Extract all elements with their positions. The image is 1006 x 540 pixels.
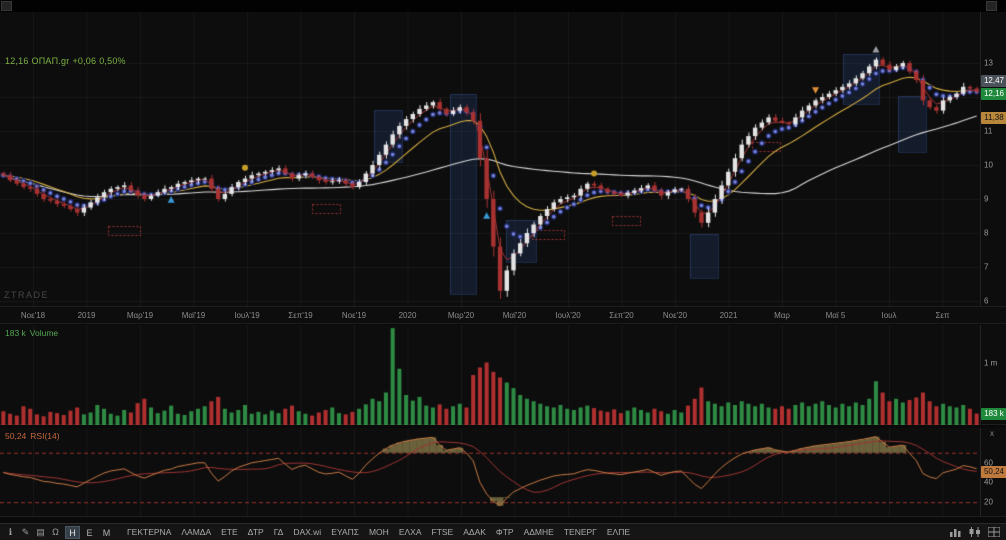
indicator-close-icon[interactable]: x bbox=[990, 429, 994, 438]
timeframe-buttons: ΗΕΜ bbox=[63, 526, 114, 539]
time-axis-label: Νοε'18 bbox=[21, 311, 45, 320]
last-price-badge: 12,16 bbox=[981, 88, 1006, 100]
price-tick-label: 11 bbox=[984, 127, 992, 136]
time-axis-label: Σεπ bbox=[935, 311, 949, 320]
price-tick-label: 7 bbox=[984, 263, 988, 272]
ticker-item-DAX.wi[interactable]: DAX.wi bbox=[288, 527, 326, 537]
rsi-panel: 50,24RSI(14) x 60402050,24 bbox=[0, 428, 1006, 517]
time-axis-label: 2020 bbox=[399, 311, 417, 320]
histogram-icon[interactable] bbox=[950, 527, 962, 537]
time-axis-label: Ιουλ'20 bbox=[555, 311, 580, 320]
ticker-list: ΓΕΚΤΕΡΝΑΛΑΜΔΑΕΤΕΔΤΡΓΔDAX.wiΕΥΑΠΣΜΟΗΕΛΧΑF… bbox=[122, 527, 635, 537]
chart-style-icons bbox=[950, 527, 1003, 537]
ticker-item-ΛΑΜΔΑ[interactable]: ΛΑΜΔΑ bbox=[176, 527, 216, 537]
last-price: 12,16 bbox=[5, 56, 29, 66]
time-axis-label: Σεπ'19 bbox=[288, 311, 312, 320]
rsi-value-badge: 50,24 bbox=[981, 466, 1006, 478]
volume-value-badge: 183 k bbox=[981, 408, 1006, 420]
time-axis-label: Νοε'20 bbox=[663, 311, 687, 320]
time-axis-label: Ιουλ'19 bbox=[234, 311, 259, 320]
price-chart-panel: 12,16ΟΠΑΠ.gr+0,060,50% ZTRADE 1312111098… bbox=[0, 12, 1006, 307]
ticker-item-ΕΥΑΠΣ[interactable]: ΕΥΑΠΣ bbox=[326, 527, 364, 537]
price-tick-label: 13 bbox=[984, 59, 993, 68]
ticker-item-ΑΔΑΚ[interactable]: ΑΔΑΚ bbox=[458, 527, 491, 537]
ticker-item-FTSE[interactable]: FTSE bbox=[427, 527, 459, 537]
candlestick-icon[interactable] bbox=[969, 527, 981, 537]
time-axis-label: Μαρ'19 bbox=[127, 311, 153, 320]
timeframe-button-Ε[interactable]: Ε bbox=[82, 526, 97, 539]
timeframe-button-Η[interactable]: Η bbox=[65, 526, 80, 539]
ticker-item-ΑΔΜΗΕ[interactable]: ΑΔΜΗΕ bbox=[519, 527, 559, 537]
indicators-icon[interactable]: ▤ bbox=[33, 527, 48, 538]
price-tick-label: 6 bbox=[984, 297, 988, 306]
window-options-button[interactable] bbox=[986, 1, 997, 11]
ticker-item-ΕΛΧΑ[interactable]: ΕΛΧΑ bbox=[394, 527, 427, 537]
volume-value: 183 k bbox=[5, 328, 26, 338]
price-tick-label: 8 bbox=[984, 229, 988, 238]
volume-indicator-label: 183 k Volume bbox=[5, 328, 58, 338]
grid-layout-icon[interactable] bbox=[988, 527, 1000, 537]
ticker-item-ΔΤΡ[interactable]: ΔΤΡ bbox=[243, 527, 269, 537]
price-chart-canvas[interactable] bbox=[0, 12, 980, 307]
time-axis-label: Μαρ bbox=[774, 311, 790, 320]
rsi-tick-label: 40 bbox=[984, 478, 993, 487]
ticker-item-ΓΕΚΤΕΡΝΑ[interactable]: ΓΕΚΤΕΡΝΑ bbox=[122, 527, 176, 537]
ztrade-watermark: ZTRADE bbox=[4, 290, 49, 300]
time-axis-label: Ιουλ bbox=[881, 311, 896, 320]
rsi-indicator-label: 50,24 RSI(14) bbox=[5, 431, 60, 441]
price-change-percent: 0,50% bbox=[99, 56, 126, 66]
rsi-chart-canvas[interactable] bbox=[0, 428, 980, 517]
time-axis-label: Νοε'19 bbox=[342, 311, 366, 320]
symbol-name: ΟΠΑΠ.gr bbox=[32, 56, 70, 66]
ticker-item-ΕΛΠΕ[interactable]: ΕΛΠΕ bbox=[602, 527, 635, 537]
indicator-value-badge: 12,47 bbox=[981, 75, 1006, 87]
ticker-item-ΦΤΡ[interactable]: ΦΤΡ bbox=[491, 527, 519, 537]
time-axis-label: 2019 bbox=[78, 311, 96, 320]
price-tick-label: 10 bbox=[984, 161, 993, 170]
info-icon[interactable]: ℹ bbox=[3, 527, 18, 538]
draw-pencil-icon[interactable]: ✎ bbox=[18, 527, 33, 538]
time-axis-label: Μαϊ'20 bbox=[503, 311, 527, 320]
price-tick-label: 9 bbox=[984, 195, 988, 204]
volume-axis[interactable]: 1 m 183 k bbox=[980, 325, 1006, 424]
trading-application: 12,16ΟΠΑΠ.gr+0,060,50% ZTRADE 1312111098… bbox=[0, 0, 1006, 540]
bottom-toolbar: ℹ ✎ ▤ Ω ΗΕΜ ΓΕΚΤΕΡΝΑΛΑΜΔΑΕΤΕΔΤΡΓΔDAX.wiΕ… bbox=[0, 523, 1006, 540]
time-axis-label: Σεπ'20 bbox=[609, 311, 633, 320]
time-axis-label: Μαϊ'19 bbox=[182, 311, 206, 320]
price-change: +0,06 bbox=[72, 56, 96, 66]
timeframe-button-Μ[interactable]: Μ bbox=[99, 526, 114, 539]
volume-tick-label: 1 m bbox=[984, 358, 997, 367]
time-axis[interactable]: Νοε'18 2019 Μαρ'19 Μαϊ'19 Ιουλ'19 Σεπ'19 Νοε'1… bbox=[0, 307, 1006, 324]
window-topbar bbox=[0, 0, 1006, 12]
rsi-axis[interactable]: x 60402050,24 bbox=[980, 428, 1006, 516]
omega-icon[interactable]: Ω bbox=[48, 527, 63, 537]
symbol-quote-label: 12,16ΟΠΑΠ.gr+0,060,50% bbox=[5, 56, 129, 66]
price-axis[interactable]: 13121110987612,4712,1611,38 bbox=[980, 12, 1006, 306]
volume-chart-canvas[interactable] bbox=[0, 325, 980, 425]
ticker-item-ΜΟΗ[interactable]: ΜΟΗ bbox=[364, 527, 394, 537]
ticker-item-ΓΔ[interactable]: ΓΔ bbox=[269, 527, 289, 537]
ticker-item-ΤΕΝΕΡΓ[interactable]: ΤΕΝΕΡΓ bbox=[559, 527, 602, 537]
volume-panel: 183 k Volume 1 m 183 k bbox=[0, 325, 1006, 425]
time-axis-label: Μαρ'20 bbox=[448, 311, 474, 320]
rsi-name: RSI(14) bbox=[30, 431, 59, 441]
ticker-item-ΕΤΕ[interactable]: ΕΤΕ bbox=[216, 527, 243, 537]
indicator-value-badge: 11,38 bbox=[981, 112, 1006, 124]
menu-button[interactable] bbox=[1, 1, 12, 11]
rsi-value: 50,24 bbox=[5, 431, 26, 441]
rsi-tick-label: 20 bbox=[984, 498, 993, 507]
time-axis-label: Μαϊ 5 bbox=[826, 311, 846, 320]
time-axis-label: 2021 bbox=[720, 311, 738, 320]
volume-name: Volume bbox=[30, 328, 58, 338]
